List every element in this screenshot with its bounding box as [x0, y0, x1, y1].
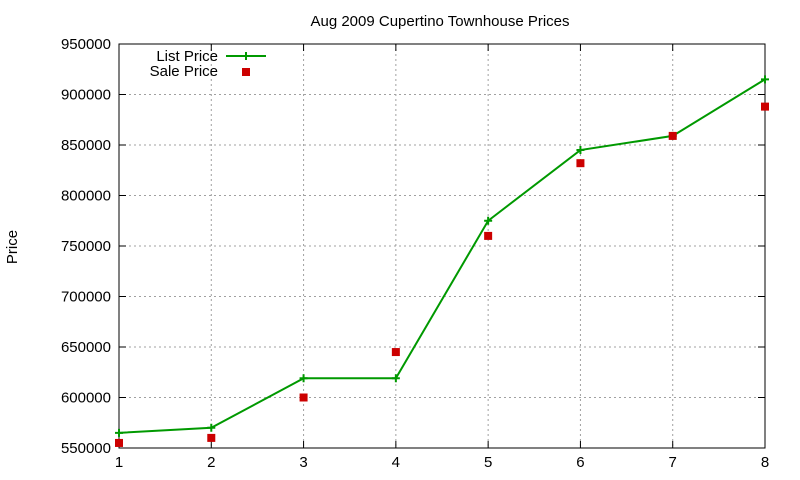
- chart-title: Aug 2009 Cupertino Townhouse Prices: [310, 13, 569, 30]
- point-list-price: [484, 216, 493, 225]
- legend-marker-list-price: [242, 52, 250, 60]
- legend-marker-sale-price: [242, 68, 250, 76]
- legend-label-sale-price: Sale Price: [150, 63, 218, 80]
- point-sale-price: [207, 433, 216, 442]
- point-list-price: [761, 75, 769, 84]
- point-sale-price: [391, 348, 400, 357]
- y-tick-label: 800000: [61, 188, 111, 205]
- series-line-list-price: [118, 78, 766, 434]
- y-tick-label: 850000: [61, 137, 111, 154]
- x-tick-label: 4: [392, 454, 400, 471]
- series-layer: [115, 75, 769, 447]
- y-axis-label: Price: [4, 230, 21, 264]
- point-sale-price: [115, 438, 123, 447]
- point-sale-price: [576, 159, 585, 168]
- x-tick-label: 8: [761, 454, 769, 471]
- x-tick-label: 6: [576, 454, 584, 471]
- y-tick-label: 550000: [61, 440, 111, 457]
- x-tick-label: 7: [669, 454, 677, 471]
- point-sale-price: [761, 102, 769, 111]
- point-sale-price: [299, 393, 308, 402]
- x-tick-label: 5: [484, 454, 492, 471]
- y-tick-label: 700000: [61, 289, 111, 306]
- point-list-price: [391, 374, 400, 383]
- x-tick-label: 1: [115, 454, 123, 471]
- y-tick-label: 650000: [61, 339, 111, 356]
- point-sale-price: [484, 231, 493, 240]
- point-list-price: [576, 146, 585, 155]
- ticks-layer: 550000 600000 650000 700000 750000 800000 8500…: [61, 36, 769, 471]
- point-list-price: [207, 423, 216, 432]
- point-list-price: [299, 374, 308, 383]
- y-tick-label: 950000: [61, 36, 111, 53]
- y-tick-label: 750000: [61, 238, 111, 255]
- legend: List Price Sale Price: [150, 48, 266, 80]
- y-tick-label: 600000: [61, 390, 111, 407]
- legend-label-list-price: List Price: [156, 48, 218, 65]
- x-tick-label: 3: [299, 454, 307, 471]
- grid-layer: [119, 44, 765, 448]
- x-tick-label: 2: [207, 454, 215, 471]
- point-list-price: [115, 428, 123, 437]
- y-tick-label: 900000: [61, 87, 111, 104]
- point-sale-price: [668, 131, 677, 140]
